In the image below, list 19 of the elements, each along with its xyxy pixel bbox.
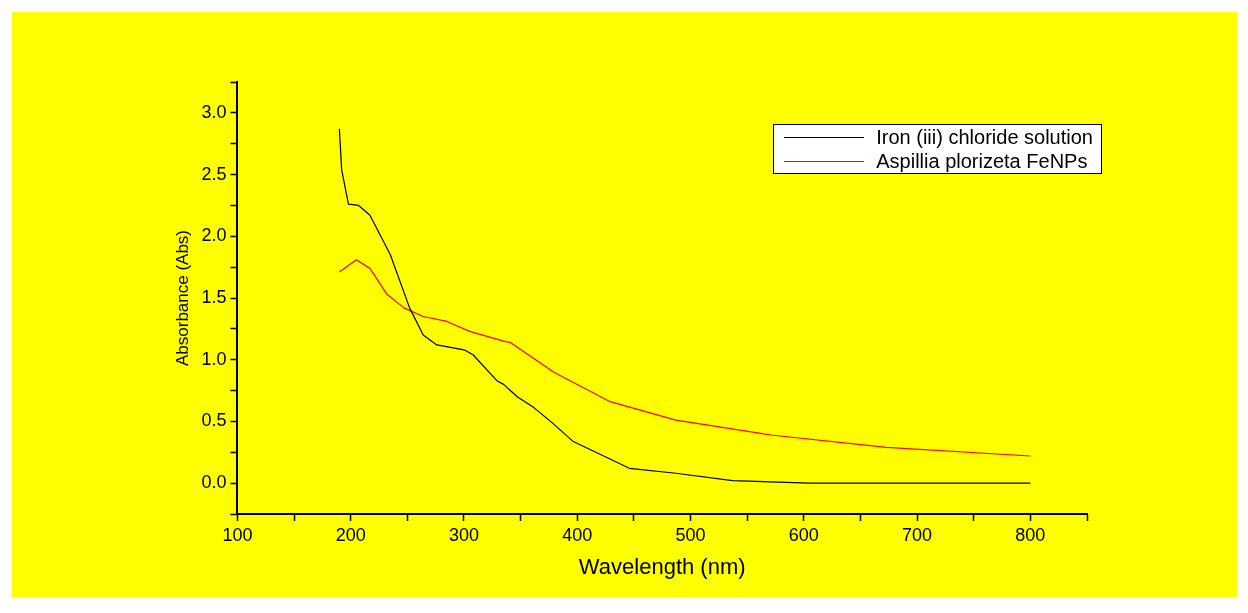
y-tick-label: 1.0 bbox=[201, 348, 227, 369]
x-axis-title: Wavelength (nm) bbox=[578, 553, 746, 579]
y-axis-title: Absorbance (Abs) bbox=[172, 229, 192, 367]
x-tick-label: 600 bbox=[788, 524, 819, 545]
legend-label: Aspillia plorizeta FeNPs bbox=[876, 149, 1088, 173]
y-tick-label: 0.5 bbox=[201, 410, 227, 431]
y-tick-label: 1.5 bbox=[201, 286, 227, 307]
x-tick-label: 200 bbox=[335, 524, 366, 545]
x-tick-label: 700 bbox=[902, 524, 933, 545]
y-tick-label: 2.5 bbox=[201, 163, 227, 184]
legend-label: Iron (iii) chloride solution bbox=[876, 125, 1093, 149]
x-tick-label: 500 bbox=[675, 524, 706, 545]
y-tick-label: 0.0 bbox=[201, 472, 227, 493]
x-tick-label: 800 bbox=[1015, 524, 1046, 545]
y-tick-label: 3.0 bbox=[201, 101, 227, 122]
x-tick-label: 100 bbox=[222, 524, 253, 545]
x-tick-label: 400 bbox=[562, 524, 593, 545]
x-tick-label: 300 bbox=[448, 524, 479, 545]
y-tick-label: 2.0 bbox=[201, 225, 227, 246]
